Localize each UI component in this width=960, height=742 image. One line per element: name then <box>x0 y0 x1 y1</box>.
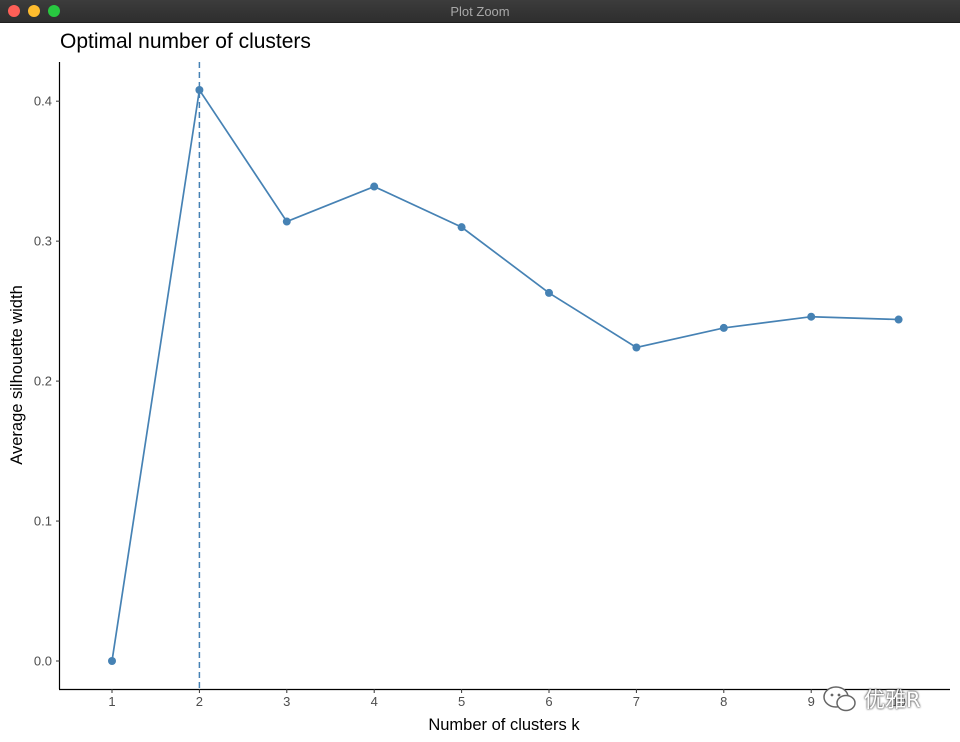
data-point <box>108 657 116 666</box>
close-window-button[interactable] <box>8 5 20 17</box>
x-tick-label: 8 <box>720 694 727 709</box>
minimize-window-button[interactable] <box>28 5 40 17</box>
y-tick-label: 0.1 <box>34 514 52 529</box>
data-point <box>282 217 291 226</box>
y-tick-label: 0.0 <box>34 654 52 669</box>
data-point <box>894 315 903 324</box>
data-point <box>719 323 728 332</box>
data-point <box>195 85 204 94</box>
x-tick-label: 2 <box>196 694 203 709</box>
data-point <box>807 312 816 321</box>
x-tick-label: 10 <box>891 694 905 709</box>
y-tick-label: 0.2 <box>34 374 52 389</box>
data-point <box>457 223 466 232</box>
data-point <box>370 182 379 191</box>
data-point <box>545 288 553 297</box>
x-tick-label: 5 <box>458 694 465 709</box>
series-line <box>111 87 899 662</box>
watermark: 优雅R <box>822 684 921 714</box>
chart-title: Optimal number of clusters <box>60 30 311 53</box>
x-tick-label: 4 <box>371 694 378 709</box>
x-tick-label: 7 <box>633 694 640 709</box>
zoom-window-button[interactable] <box>48 5 60 17</box>
y-axis-label: Average silhouette width <box>8 285 26 464</box>
window-title: Plot Zoom <box>450 4 510 19</box>
y-tick-label: 0.4 <box>34 94 52 109</box>
x-tick-label: 6 <box>545 694 552 709</box>
x-tick-label: 3 <box>283 694 290 709</box>
x-axis-label: Number of clusters k <box>428 716 580 734</box>
y-tick-label: 0.3 <box>34 234 52 249</box>
window-titlebar: Plot Zoom <box>0 0 960 23</box>
x-tick-label: 1 <box>108 694 115 709</box>
data-point <box>632 343 641 352</box>
x-tick-label: 9 <box>808 694 815 709</box>
wechat-icon <box>823 686 856 712</box>
watermark-text: 优雅R <box>864 688 921 712</box>
